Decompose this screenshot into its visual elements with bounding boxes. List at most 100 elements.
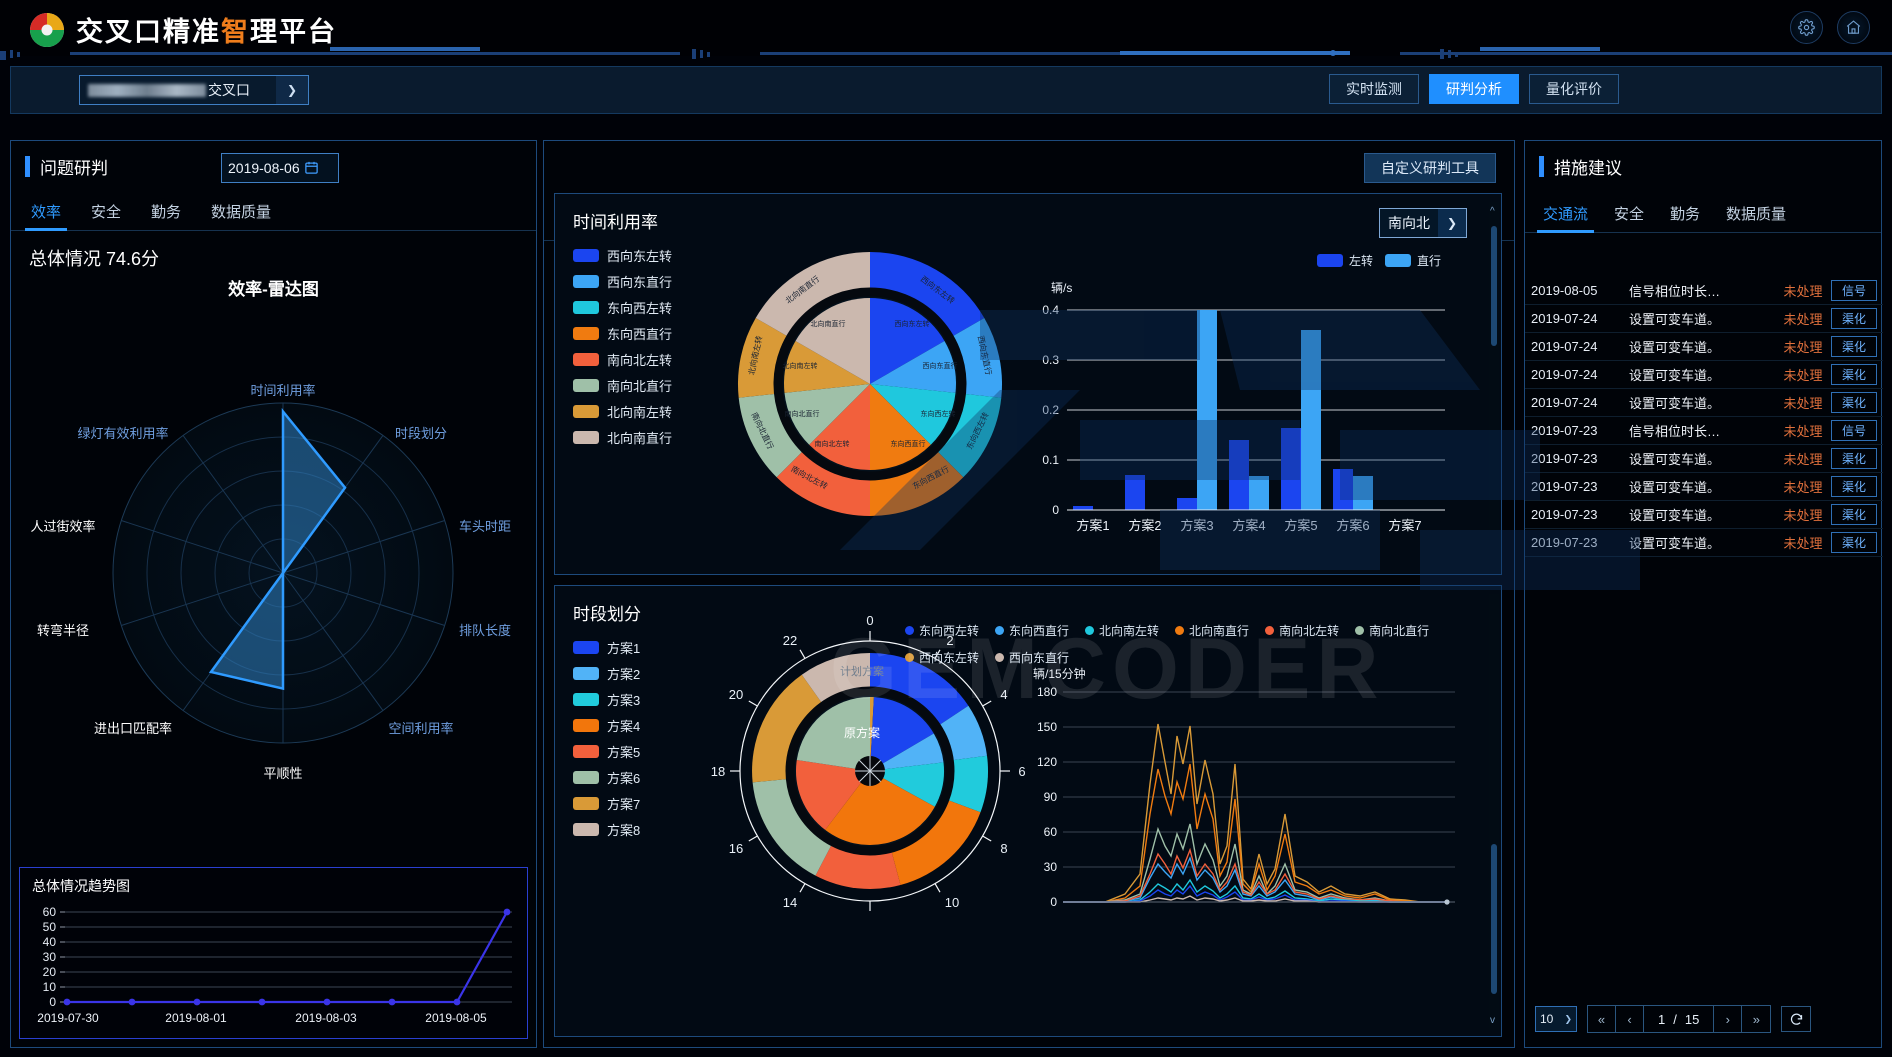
date-picker[interactable]: 2019-08-06 xyxy=(221,153,339,183)
row-date: 2019-07-23 xyxy=(1531,479,1598,494)
table-row[interactable]: 2019-07-23 设置可变车道。 未处理 渠化 xyxy=(1525,473,1883,501)
row-tag[interactable]: 渠化 xyxy=(1831,364,1877,385)
table-row[interactable]: 2019-07-23 设置可变车道。 未处理 渠化 xyxy=(1525,445,1883,473)
efficiency-radar-chart: 时间利用率 时段划分 车头时距 排队长度 空间利用率 平顺性 进出口匹配率 转弯… xyxy=(30,383,511,781)
chevron-down-icon[interactable]: ❯ xyxy=(1438,209,1466,237)
row-tag[interactable]: 信号 xyxy=(1831,420,1877,441)
legend-label: 直行 xyxy=(1416,254,1441,268)
svg-text:120: 120 xyxy=(1037,755,1057,769)
legend-swatch xyxy=(573,301,599,314)
svg-text:0: 0 xyxy=(866,616,873,628)
legend-swatch xyxy=(573,823,599,836)
tab-data-quality[interactable]: 数据质量 xyxy=(211,204,272,221)
svg-text:50: 50 xyxy=(43,920,57,934)
table-row[interactable]: 2019-07-24 设置可变车道。 未处理 渠化 xyxy=(1525,305,1883,333)
direction-select[interactable]: 南向北 ❯ xyxy=(1379,208,1467,238)
row-tag[interactable]: 渠化 xyxy=(1831,308,1877,329)
legend-item: 东向西左转 xyxy=(573,298,672,317)
legend-item: 方案6 xyxy=(573,768,640,787)
legend-item: 方案5 xyxy=(573,742,640,761)
status-badge: 未处理 xyxy=(1783,480,1823,495)
status-badge: 未处理 xyxy=(1783,340,1823,355)
row-tag[interactable]: 信号 xyxy=(1831,280,1877,301)
custom-tool-button[interactable]: 自定义研判工具 xyxy=(1364,153,1496,183)
row-tag[interactable]: 渠化 xyxy=(1831,532,1877,553)
last-page-button[interactable]: » xyxy=(1752,1011,1760,1027)
legend-item: 方案3 xyxy=(573,690,640,709)
row-tag[interactable]: 渠化 xyxy=(1831,336,1877,357)
table-row[interactable]: 2019-07-23 信号相位时长… 未处理 信号 xyxy=(1525,417,1883,445)
app-title-suffix: 理平台 xyxy=(250,17,337,47)
svg-text:2019-08-03: 2019-08-03 xyxy=(295,1011,357,1025)
svg-text:150: 150 xyxy=(1037,720,1057,734)
first-page-button[interactable]: « xyxy=(1588,1006,1616,1032)
nav-button-evaluation[interactable]: 量化评价 xyxy=(1529,74,1619,104)
card-scrollbar-2[interactable]: v xyxy=(1489,594,1499,1030)
table-row[interactable]: 2019-08-05 信号相位时长… 未处理 信号 xyxy=(1525,277,1883,305)
card-scrollbar[interactable]: ^ xyxy=(1489,202,1499,568)
home-icon[interactable] xyxy=(1837,11,1870,44)
table-row[interactable]: 2019-07-23 设置可变车道。 未处理 渠化 xyxy=(1525,529,1883,557)
tab-duty-right[interactable]: 勤务 xyxy=(1670,206,1701,223)
legend-swatch xyxy=(573,667,599,680)
status-badge: 未处理 xyxy=(1783,452,1823,467)
legend-label: 东向西左转 xyxy=(607,301,673,316)
legend-label: 南向北左转 xyxy=(1279,624,1340,638)
row-tag[interactable]: 渠化 xyxy=(1831,504,1877,525)
svg-text:20: 20 xyxy=(43,965,57,979)
app-title-highlight: 智 xyxy=(221,17,250,47)
legend-label: 北向南直行 xyxy=(1189,624,1250,638)
row-date: 2019-07-23 xyxy=(1531,451,1598,466)
prev-page-button[interactable]: ‹ xyxy=(1616,1006,1644,1032)
row-desc: 设置可变车道。 xyxy=(1629,340,1721,355)
legend-label: 东向西直行 xyxy=(607,327,673,342)
table-row[interactable]: 2019-07-24 设置可变车道。 未处理 渠化 xyxy=(1525,389,1883,417)
svg-text:绿灯有效利用率: 绿灯有效利用率 xyxy=(77,426,168,441)
tab-safety-right[interactable]: 安全 xyxy=(1614,206,1645,223)
svg-text:平顺性: 平顺性 xyxy=(263,766,302,781)
row-tag[interactable]: 渠化 xyxy=(1831,392,1877,413)
radar-axis-labels: 时间利用率 时段划分 车头时距 排队长度 空间利用率 平顺性 进出口匹配率 转弯… xyxy=(30,383,511,781)
nav-button-realtime[interactable]: 实时监测 xyxy=(1329,74,1419,104)
chevron-down-icon[interactable]: ❯ xyxy=(276,76,308,104)
header-icon-group xyxy=(1790,11,1870,44)
legend-label: 方案5 xyxy=(607,745,641,760)
status-badge: 未处理 xyxy=(1783,396,1823,411)
intersection-select-value: 交叉口 xyxy=(80,80,276,100)
svg-text:18: 18 xyxy=(711,764,725,779)
tab-duty[interactable]: 勤务 xyxy=(151,204,182,221)
app-title-prefix: 交叉口精准 xyxy=(76,17,221,47)
logo-and-title: 交叉口精准智理平台 xyxy=(30,10,337,49)
page-size-select[interactable]: 10 ❯ xyxy=(1535,1006,1577,1032)
nav-button-analysis[interactable]: 研判分析 xyxy=(1429,74,1519,104)
table-row[interactable]: 2019-07-24 设置可变车道。 未处理 渠化 xyxy=(1525,333,1883,361)
chevron-down-icon[interactable]: ❯ xyxy=(1564,1013,1572,1024)
legend-label: 南向北直行 xyxy=(607,379,673,394)
row-tag[interactable]: 渠化 xyxy=(1831,476,1877,497)
tab-safety[interactable]: 安全 xyxy=(91,204,122,221)
refresh-icon[interactable] xyxy=(1781,1006,1812,1032)
svg-text:进出口匹配率: 进出口匹配率 xyxy=(94,721,172,736)
tab-traffic-flow[interactable]: 交通流 xyxy=(1536,203,1595,233)
gear-icon[interactable] xyxy=(1790,11,1823,44)
signal-analysis-panel: 信号利用 几何设计 行人效率 时间利用率 西向东左转 西向东直行 东向西左转 东… xyxy=(543,140,1515,1048)
legend-label: 西向东左转 xyxy=(919,651,980,665)
row-tag[interactable]: 渠化 xyxy=(1831,448,1877,469)
legend-label: 方案4 xyxy=(607,719,641,734)
intersection-select[interactable]: 交叉口 ❯ xyxy=(79,75,309,105)
row-date: 2019-07-24 xyxy=(1531,339,1598,354)
svg-text:方案6: 方案6 xyxy=(1336,518,1369,533)
tab-efficiency[interactable]: 效率 xyxy=(24,201,68,231)
legend-swatch xyxy=(573,641,599,654)
flow-chart-ylabel: 辆/15分钟 xyxy=(1033,666,1086,681)
next-page-button[interactable]: › xyxy=(1714,1006,1743,1032)
table-row[interactable]: 2019-07-23 设置可变车道。 未处理 渠化 xyxy=(1525,501,1883,529)
tab-data-quality-right[interactable]: 数据质量 xyxy=(1726,206,1787,223)
table-row[interactable]: 2019-07-24 设置可变车道。 未处理 渠化 xyxy=(1525,361,1883,389)
bar-series-through xyxy=(1197,310,1373,510)
direction-select-value: 南向北 xyxy=(1388,215,1430,231)
legend-label: 西向东直行 xyxy=(607,275,673,290)
right-panel-header: 措施建议 xyxy=(1525,141,1881,191)
calendar-icon[interactable] xyxy=(304,160,319,177)
row-date: 2019-07-23 xyxy=(1531,507,1598,522)
